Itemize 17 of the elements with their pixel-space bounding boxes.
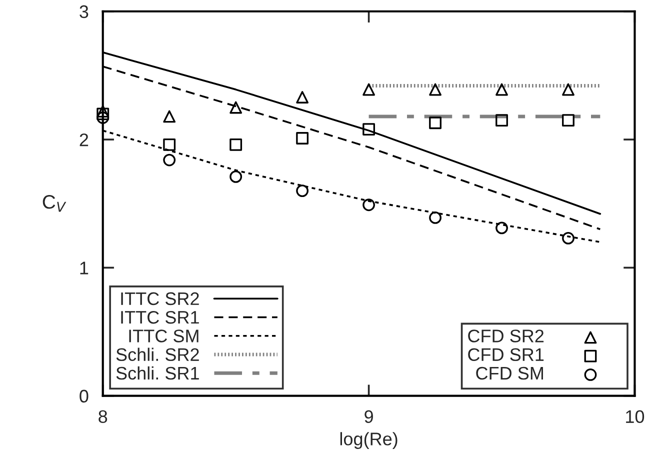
legend-label: ITTC SR2 — [121, 292, 199, 306]
x-tick-label: 9 — [364, 410, 373, 423]
legend-label: CFD SM — [476, 366, 543, 380]
y-tick-label: 0 — [80, 390, 88, 403]
y-tick-label: 1 — [80, 262, 88, 274]
x-tick-label: 8 — [98, 410, 108, 423]
legend-label: Schli. SR1 — [116, 366, 199, 380]
legend-label: CFD SR2 — [468, 330, 544, 342]
y-tick-label: 2 — [80, 133, 88, 146]
x-axis-title: log(Re) — [340, 432, 398, 449]
x-tick-label: 10 — [626, 410, 644, 423]
legend-label: CFD SR1 — [468, 348, 544, 362]
legend-label: Schli. SR2 — [116, 348, 199, 362]
y-tick-label: 3 — [80, 5, 88, 18]
y-axis-title: C$_{V}$ — [42, 195, 66, 212]
legend-label: ITTC SR1 — [121, 310, 199, 324]
legend-label: ITTC SM — [129, 330, 198, 342]
